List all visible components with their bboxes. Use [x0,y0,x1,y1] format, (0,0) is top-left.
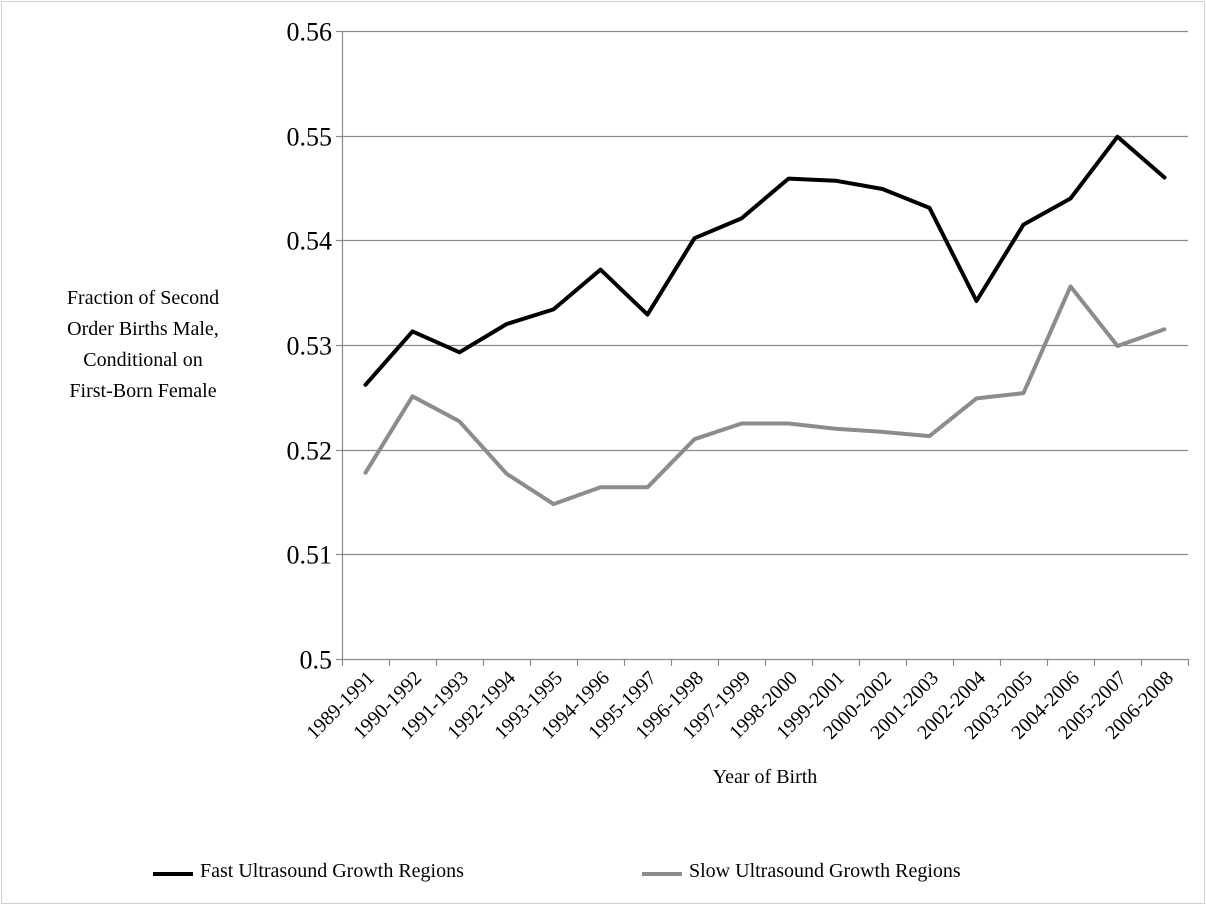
y-tick-label: 0.53 [287,332,333,361]
legend-swatch-slow [642,872,682,876]
series-lines [363,134,1167,507]
legend-swatch-fast [153,872,193,876]
legend-item-slow: Slow Ultrasound Growth Regions [642,860,1102,886]
gridlines [342,30,1188,556]
legend-label-fast: Fast Ultrasound Growth Regions [200,860,464,882]
y-tick-label: 0.52 [287,437,333,466]
x-tick-labels: 1989-19911990-19921991-19931992-19941993… [302,667,1178,744]
y-tick-label: 0.5 [300,646,333,675]
y-axis-label-line-1: Fraction of Second [66,287,220,309]
y-axis-label-line-4: First-Born Female [69,380,217,402]
y-tick-label: 0.54 [287,227,333,256]
axes [336,30,1190,666]
y-tick-label: 0.55 [287,123,333,152]
legend-item-fast: Fast Ultrasound Growth Regions [153,860,593,886]
series-line-fast [363,134,1167,387]
y-axis-label-line-2: Order Births Male, [67,318,219,340]
x-axis-label: Year of Birth [712,766,818,788]
series-line-slow [363,284,1167,507]
y-axis-label-line-3: Conditional on [83,349,203,371]
y-tick-labels: 0.5 0.51 0.52 0.53 0.54 0.55 0.56 [287,18,333,675]
y-tick-label: 0.51 [287,541,333,570]
legend-label-slow: Slow Ultrasound Growth Regions [689,860,961,882]
y-tick-label: 0.56 [287,18,333,47]
